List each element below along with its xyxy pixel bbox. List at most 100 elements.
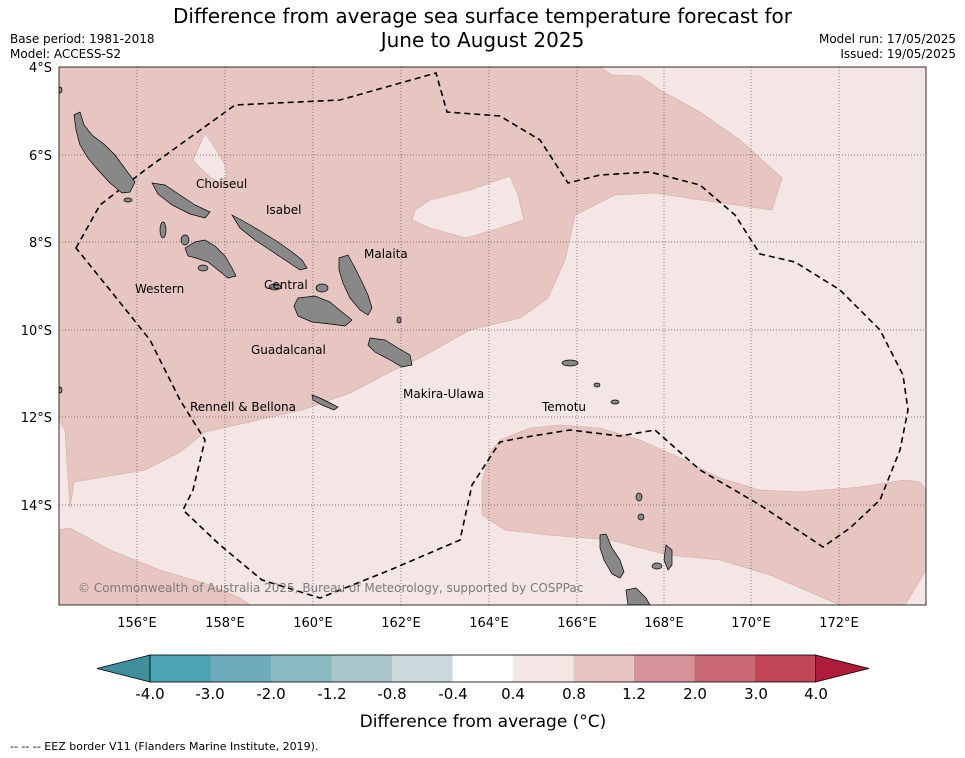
longitude-labels: 156°E 158°E 160°E 162°E 164°E 166°E 168°… <box>117 616 859 631</box>
island-choiseul-tail <box>151 182 211 219</box>
colorbar-cell <box>392 655 453 682</box>
island-vanuatu-south <box>625 587 651 605</box>
eez-border <box>75 72 909 599</box>
island-small-4 <box>635 492 643 502</box>
colorbar-cell <box>573 655 634 682</box>
colorbar-tick-label: -3.0 <box>195 685 224 703</box>
lon-label: 172°E <box>819 616 859 631</box>
colorbar: -4.0 -3.0 -2.0 -1.2 -0.8 -0.4 0.4 0.8 1.… <box>96 654 870 732</box>
island-small-15 <box>59 386 63 394</box>
colorbar-tick-label: -0.4 <box>438 685 467 703</box>
island-small-11 <box>123 197 133 203</box>
lon-label: 164°E <box>469 616 509 631</box>
copyright-text: © Commonwealth of Australia 2025, Bureau… <box>78 581 583 595</box>
lat-label: 6°S <box>29 149 52 164</box>
island-choiseul <box>73 111 136 194</box>
anomaly-warm-region-southeast <box>481 424 926 605</box>
colorbar-tick-label: 4.0 <box>804 685 828 703</box>
place-label-guadalcanal: Guadalcanal <box>251 343 326 357</box>
place-label-temotu: Temotu <box>541 400 586 414</box>
lon-label: 160°E <box>293 616 333 631</box>
map-title: Difference from average sea surface temp… <box>0 4 965 52</box>
island-rennell <box>311 394 339 411</box>
colorbar-cell <box>150 655 211 682</box>
lon-label: 166°E <box>557 616 597 631</box>
colorbar-tick-label: -2.0 <box>256 685 285 703</box>
colorbar-title: Difference from average (°C) <box>360 712 607 732</box>
colorbar-tick-label: 0.4 <box>501 685 525 703</box>
model-text: Model: ACCESS-S2 <box>10 47 122 61</box>
anomaly-light-patch-choiseul <box>192 132 228 183</box>
map-frame <box>58 66 927 606</box>
meta-left: Base period: 1981-2018 Model: ACCESS-S2 <box>10 32 155 62</box>
island-small-14 <box>59 86 63 94</box>
place-label-makira: Makira-Ulawa <box>403 387 484 401</box>
island-vanuatu-north <box>599 533 625 579</box>
island-small-1 <box>561 359 579 367</box>
eez-footnote: -- -- -- EEZ border V11 (Flanders Marine… <box>10 740 319 753</box>
lat-label: 8°S <box>29 236 52 251</box>
lon-label: 156°E <box>117 616 157 631</box>
island-small-12 <box>197 264 209 272</box>
place-label-central: Central <box>264 278 308 292</box>
colorbar-ticks: -4.0 -3.0 -2.0 -1.2 -0.8 -0.4 0.4 0.8 1.… <box>135 685 828 703</box>
island-vanuatu-east <box>663 544 673 571</box>
colorbar-cell <box>513 655 574 682</box>
colorbar-frame <box>149 654 816 683</box>
lon-label: 158°E <box>205 616 245 631</box>
colorbar-cell <box>452 655 513 682</box>
colorbar-tick-label: 0.8 <box>562 685 586 703</box>
latitude-labels: 4°S 6°S 8°S 10°S 12°S 14°S <box>21 61 52 514</box>
colorbar-extend-high <box>815 654 870 683</box>
island-isabel <box>231 214 308 271</box>
lat-label: 10°S <box>21 324 52 339</box>
place-label-western: Western <box>135 282 184 296</box>
island-small-9 <box>268 283 282 291</box>
place-label-malaita: Malaita <box>364 247 408 261</box>
lat-label: 4°S <box>29 61 52 76</box>
island-small-6 <box>651 562 663 570</box>
lat-label: 14°S <box>21 499 52 514</box>
colorbar-tick-label: 2.0 <box>683 685 707 703</box>
anomaly-warm-region-northwest <box>59 67 783 509</box>
colorbar-cell <box>210 655 271 682</box>
colorbar-tick-label: -0.8 <box>377 685 406 703</box>
colorbar-cell <box>755 655 816 682</box>
colorbar-extend-low <box>96 654 151 683</box>
colorbar-cell <box>694 655 755 682</box>
place-label-rennell: Rennell & Bellona <box>190 400 296 414</box>
map-title-line1: Difference from average sea surface temp… <box>172 4 792 28</box>
lon-label: 168°E <box>644 616 684 631</box>
colorbar-tick-label: -4.0 <box>135 685 164 703</box>
island-new-georgia <box>184 239 237 279</box>
island-small-8 <box>180 234 190 246</box>
colorbar-cell <box>331 655 392 682</box>
colorbar-tick-label: 1.2 <box>622 685 646 703</box>
lon-label: 170°E <box>731 616 771 631</box>
map-area: Choiseul Isabel Malaita Western Central … <box>59 67 926 605</box>
map-title-line2: June to August 2025 <box>380 28 585 52</box>
place-label-isabel: Isabel <box>266 203 301 217</box>
island-small-7 <box>159 221 167 239</box>
anomaly-warm-region-southwest <box>59 527 251 605</box>
island-makira <box>367 337 413 368</box>
place-label-choiseul: Choiseul <box>196 177 247 191</box>
colorbar-tick-label: 3.0 <box>744 685 768 703</box>
colorbar-cell <box>634 655 695 682</box>
colorbar-tick-label: -1.2 <box>317 685 346 703</box>
island-guadalcanal <box>293 295 353 327</box>
anomaly-light-patch-north <box>411 175 525 239</box>
model-run-text: Model run: 17/05/2025 <box>818 32 956 46</box>
island-small-3 <box>610 399 620 405</box>
lon-label: 162°E <box>381 616 421 631</box>
island-malaita <box>338 254 373 316</box>
land-islands <box>59 86 673 605</box>
issued-text: Issued: 19/05/2025 <box>840 47 956 61</box>
colorbar-cells <box>96 654 870 683</box>
island-small-13 <box>396 316 402 324</box>
meta-right: Model run: 17/05/2025 Issued: 19/05/2025 <box>819 32 956 62</box>
lat-label: 12°S <box>21 411 52 426</box>
base-period-text: Base period: 1981-2018 <box>10 32 155 46</box>
island-small-5 <box>637 513 645 521</box>
